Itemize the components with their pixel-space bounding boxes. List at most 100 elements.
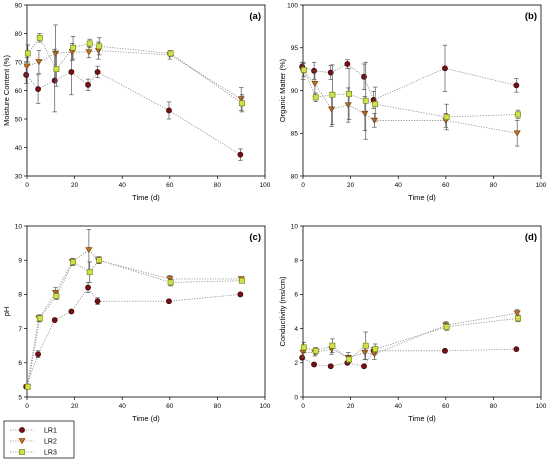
data-point [68,308,75,315]
chart-panel-c: 0 20 40 60 80 100 5 6 7 8 9 10 Time (d) pH (c) [2,223,271,423]
data-point [24,50,31,57]
series-line [303,317,519,360]
legend-label: LR3 [44,450,57,457]
data-point [35,351,41,358]
data-point [370,117,378,124]
chart-panel-b: 0 20 40 60 80 100 80 85 90 95 100 Time (d) Organic M… [278,2,547,202]
y-tick-label: 30 [15,173,23,180]
panel-label: (a) [249,11,261,22]
x-tick-label: 80 [214,182,222,189]
legend-label: LR2 [44,439,57,446]
data-point [70,259,76,265]
series-lr3 [300,314,521,364]
x-tick-label: 40 [119,182,127,189]
x-tick-label: 20 [71,182,79,189]
series-line [26,249,242,387]
data-point [36,315,43,322]
data-point [328,106,336,113]
plot-frame [302,225,542,398]
legend-box [3,420,75,459]
data-point [166,107,172,114]
series-line [302,63,517,101]
data-point [515,111,521,118]
data-point [70,44,76,51]
data-point [239,277,245,284]
y-tick-label: 80 [15,31,23,38]
x-tick-label: 20 [71,403,79,410]
data-point [329,91,336,98]
chart-panel-a: 0 20 40 60 80 100 30 40 50 60 70 80 90 Time (d) Moistu… [2,2,271,202]
y-tick-label: 40 [15,145,23,152]
panel-label: (c) [249,232,261,243]
panel-label: (d) [525,232,537,243]
data-point [86,40,93,47]
x-tick-label: 100 [536,182,547,189]
x-tick-label: 20 [347,182,355,189]
data-point [237,291,244,298]
x-tick-label: 100 [260,182,271,189]
data-point [361,349,369,356]
data-point [94,298,101,305]
data-point [35,86,41,92]
series-line [27,259,243,387]
data-point [361,110,369,117]
data-point [24,383,31,390]
y-tick-label: 80 [291,173,299,180]
series-line [303,69,519,118]
series-line [25,71,241,155]
x-tick-label: 80 [490,182,498,189]
data-point [442,65,448,72]
x-tick-label: 0 [25,182,29,189]
data-point [515,315,521,322]
data-point [85,284,91,291]
data-point [36,34,43,41]
data-point [237,151,244,158]
y-tick-label: 85 [291,131,299,138]
data-point [329,342,336,349]
y-tick-label: 7 [18,326,22,333]
legend-marker [18,438,26,445]
chart-panel-d: 0 20 40 60 80 100 0 2 4 6 8 10 Time (d) Conductivity … [278,223,547,423]
y-tick-label: 10 [291,223,299,230]
data-point [85,247,93,254]
series-lr3 [300,61,521,140]
series-lr2 [299,309,521,364]
y-tick-label: 8 [294,258,298,265]
y-axis-label: Moisture Content (%) [2,55,11,126]
x-tick-label: 80 [490,403,498,410]
series-line [301,348,517,367]
series-line [302,70,518,134]
y-tick-label: 70 [15,59,23,66]
data-point [311,361,317,368]
x-tick-label: 0 [25,403,29,410]
x-tick-label: 100 [260,403,271,410]
y-tick-label: 90 [15,2,23,9]
y-tick-label: 60 [15,88,23,95]
data-point [68,69,75,75]
data-point [35,59,43,66]
y-tick-label: 95 [291,45,299,52]
x-tick-label: 40 [395,182,403,189]
y-tick-label: 0 [294,394,298,401]
x-axis-label: Time (d) [132,193,160,202]
data-point [346,91,352,97]
data-point [237,96,245,103]
x-tick-label: 60 [166,403,174,410]
data-point [312,347,319,354]
series-lr3 [24,33,245,113]
plot-frame [26,225,266,398]
y-tick-label: 90 [291,88,299,95]
data-point [311,80,319,87]
legend-marker [19,449,25,455]
series-lr2 [299,61,521,147]
data-point [167,50,174,57]
x-tick-label: 60 [442,182,450,189]
legend-label: LR1 [44,428,57,435]
y-tick-label: 2 [294,360,298,367]
data-point [96,257,103,264]
data-point [300,344,307,351]
x-tick-label: 100 [536,403,547,410]
y-tick-label: 9 [18,258,22,265]
data-point [166,298,172,305]
